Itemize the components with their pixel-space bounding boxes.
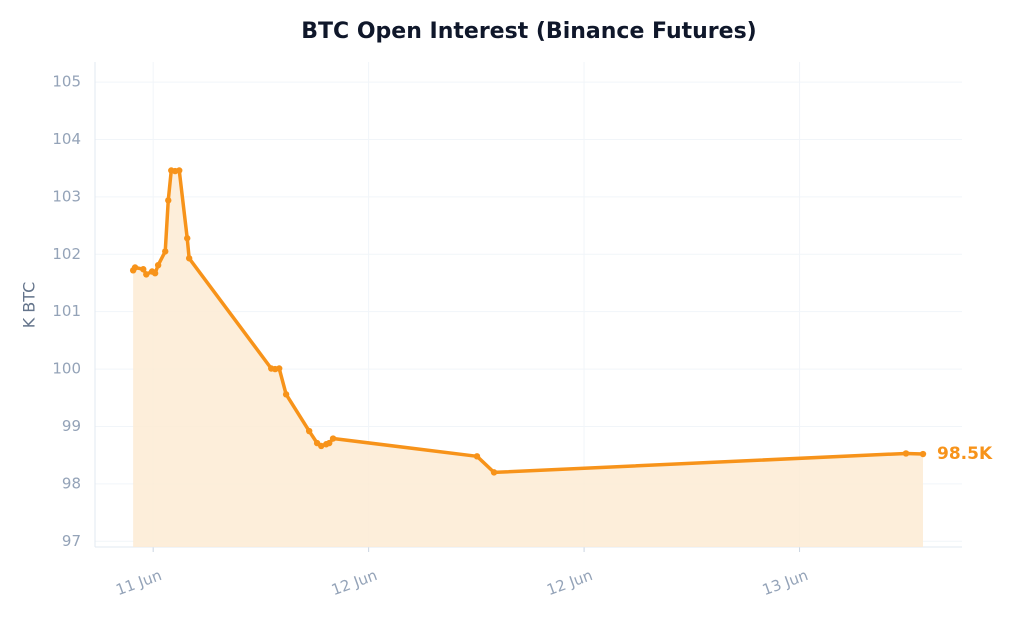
y-tick-label: 102 [52, 245, 81, 263]
point [473, 453, 481, 460]
y-tick-label: 105 [52, 73, 81, 91]
y-tick-label: 98 [62, 474, 81, 492]
point [162, 248, 169, 255]
y-tick-label: 104 [52, 130, 81, 148]
point [318, 442, 325, 450]
chart-title: BTC Open Interest (Binance Futures) [301, 19, 756, 44]
x-tick-label: 11 Jun [113, 566, 164, 599]
y-tick-label: 103 [52, 187, 81, 205]
point [143, 271, 150, 278]
point [919, 450, 927, 458]
value-label: 98.5K [937, 444, 993, 464]
point [185, 255, 193, 262]
point [902, 450, 910, 457]
point [276, 365, 283, 372]
point [176, 167, 183, 174]
x-tick-label: 13 Jun [760, 566, 811, 599]
y-tick-label: 100 [52, 360, 81, 378]
y-tick-label: 97 [62, 532, 81, 550]
area [133, 170, 924, 547]
x-tick-label: 12 Jun [329, 566, 380, 599]
point [140, 266, 147, 273]
point [154, 261, 162, 269]
point [326, 439, 333, 447]
y-axis-label: K BTC [20, 282, 39, 329]
point [165, 197, 172, 204]
y-tick-label: 101 [52, 302, 81, 320]
point [490, 469, 498, 476]
point [184, 235, 191, 242]
x-tick-label: 12 Jun [544, 566, 595, 599]
point [329, 435, 337, 442]
point [282, 391, 290, 398]
point [305, 427, 313, 435]
point [131, 264, 139, 271]
y-tick-label: 99 [62, 417, 81, 435]
point [151, 270, 159, 277]
